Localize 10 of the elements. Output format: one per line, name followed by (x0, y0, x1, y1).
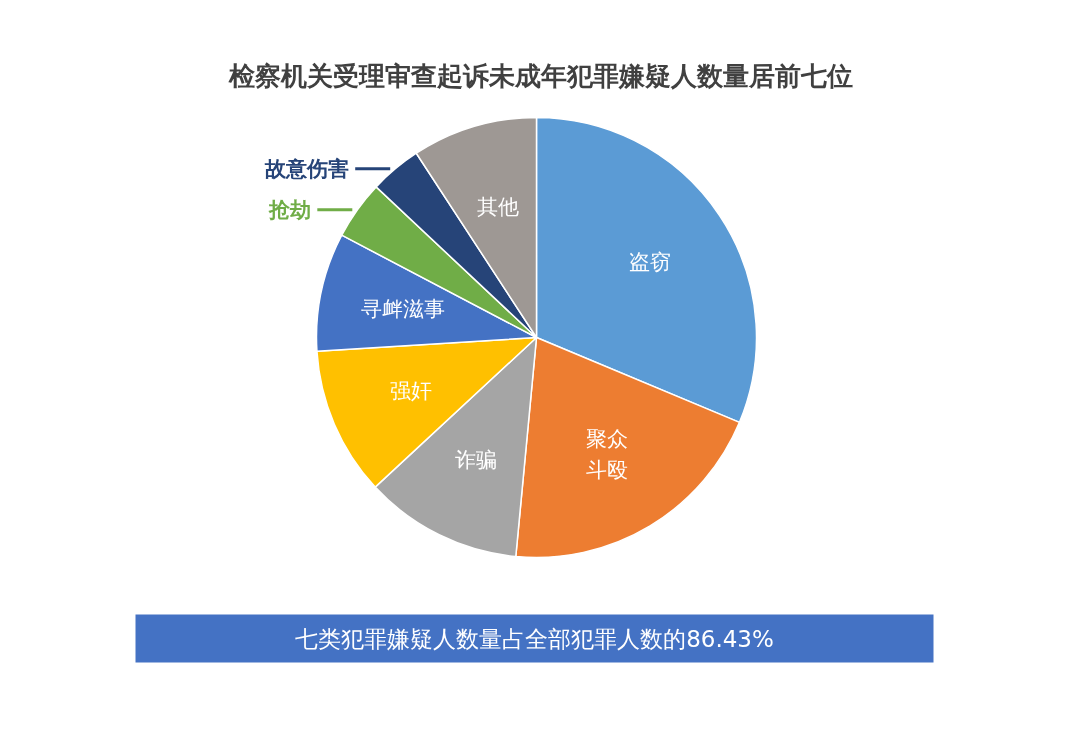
slice-label: 诈骗 (455, 447, 498, 472)
slice-label: 其他 (476, 194, 519, 219)
chart-title: 检察机关受理审查起诉未成年犯罪嫌疑人数量居前七位 (227, 60, 853, 91)
slice-label: 抢劫 (268, 197, 312, 222)
slice-label: 盗窃 (629, 249, 672, 274)
slice-label: 聚众斗殴 (585, 426, 628, 483)
text: 七类犯罪嫌疑人数量占全部犯罪人数的86.43% (295, 625, 774, 652)
slice-label: 寻衅滋事 (361, 297, 446, 321)
slice-label: 故意伤害 (264, 156, 350, 181)
slice-label: 强奸 (390, 379, 433, 404)
